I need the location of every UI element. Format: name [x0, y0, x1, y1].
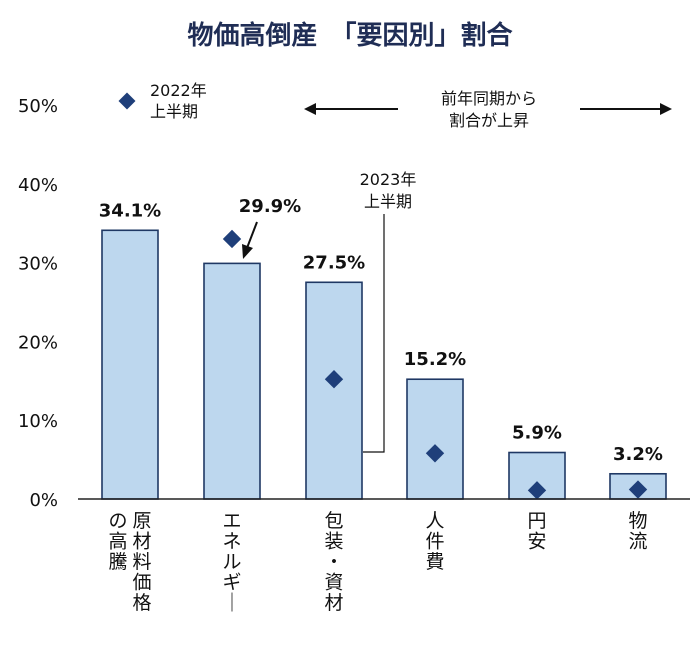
category-label: エネルギ｜	[222, 510, 241, 614]
bar	[101, 229, 159, 500]
value-label: 15.2%	[404, 349, 466, 370]
range-note-line2: 割合が上昇	[449, 111, 529, 130]
value-labels: 34.1% 29.9% 27.5% 15.2% 5.9% 3.2%	[99, 196, 663, 465]
markers-2022	[222, 229, 648, 500]
bar	[406, 378, 464, 500]
bar-series-note: 2023年 上半期	[360, 170, 417, 453]
legend-marker	[118, 92, 136, 110]
legend: 2022年 上半期	[118, 81, 207, 121]
bar	[305, 281, 363, 500]
chart-title: 物価高倒産 「要因別」割合	[187, 20, 513, 51]
y-tick-label: 30%	[18, 254, 58, 275]
legend-label-period: 上半期	[150, 102, 198, 121]
value-label: 5.9%	[512, 423, 562, 444]
value-label: 29.9%	[239, 196, 301, 217]
left-arrow-head	[304, 103, 316, 115]
energy-arrow-head	[242, 244, 253, 259]
right-arrow-head	[660, 103, 672, 115]
value-label: 3.2%	[613, 444, 663, 465]
range-note-line1: 前年同期から	[441, 89, 537, 108]
bars	[101, 229, 667, 500]
marker-2022	[222, 229, 242, 249]
y-tick-label: 0%	[29, 490, 58, 511]
bar-note-bracket	[363, 214, 385, 453]
value-label: 34.1%	[99, 200, 161, 221]
y-tick-label: 20%	[18, 332, 58, 353]
bar	[203, 262, 261, 500]
bar-note-line1: 2023年	[360, 170, 417, 189]
category-label: 物流	[628, 510, 647, 553]
marker-2022	[628, 480, 648, 499]
energy-arrow-line	[246, 221, 258, 249]
bar-note-line2: 上半期	[364, 192, 412, 211]
y-tick-label: 10%	[18, 411, 58, 432]
legend-label-year: 2022年	[150, 81, 207, 100]
y-tick-label: 40%	[18, 175, 58, 196]
marker-2022	[527, 481, 547, 500]
y-axis: 0% 10% 20% 30% 40% 50%	[18, 96, 58, 511]
energy-label-arrow	[242, 221, 258, 259]
category-label: 人件費	[425, 510, 444, 573]
value-label: 27.5%	[303, 252, 365, 273]
category-label: 原材料価格	[132, 510, 151, 614]
category-label: の高騰	[108, 510, 127, 573]
category-label: 包装・資材	[324, 510, 343, 614]
y-tick-label: 50%	[18, 96, 58, 117]
marker-2022	[425, 444, 445, 463]
marker-2022	[324, 370, 344, 389]
category-label: 円安	[527, 510, 546, 553]
range-annotation: 前年同期から 割合が上昇	[304, 89, 672, 130]
